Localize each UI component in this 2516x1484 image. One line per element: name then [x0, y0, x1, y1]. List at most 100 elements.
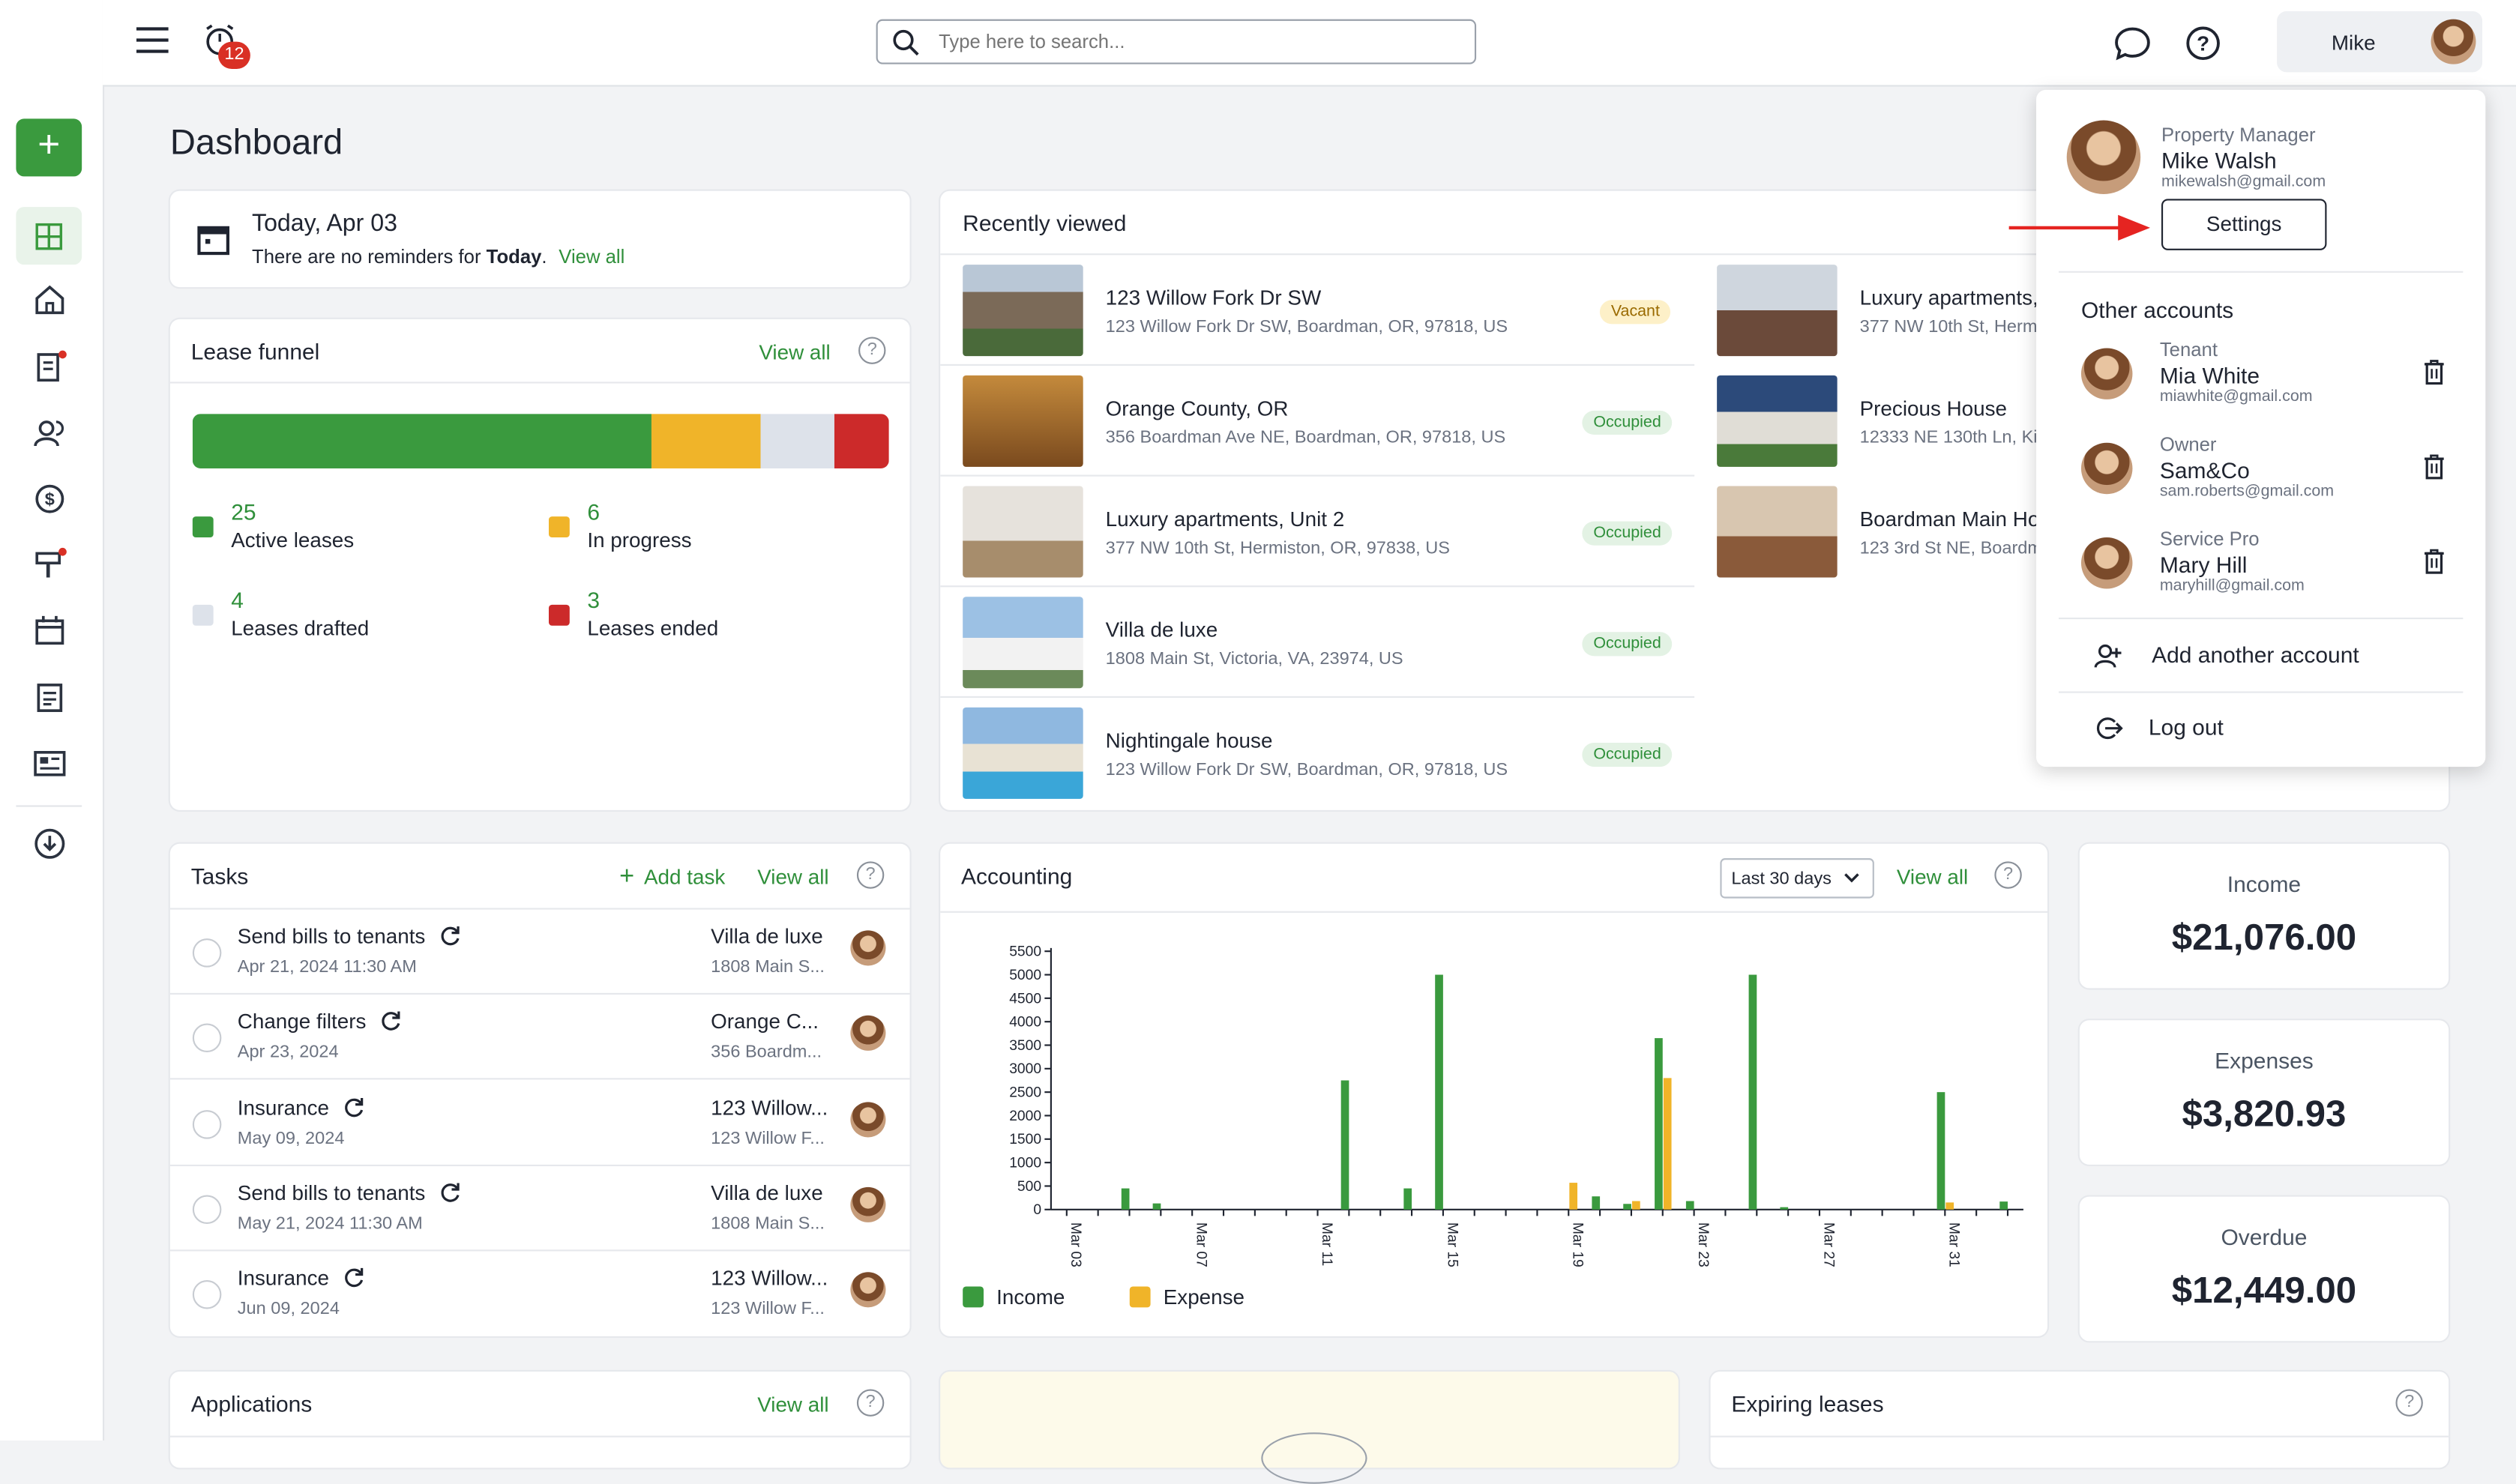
- status-badge: Occupied: [1582, 632, 1673, 657]
- settings-button[interactable]: Settings: [2161, 199, 2327, 250]
- task-name-text: Send bills to tenants: [237, 1180, 426, 1205]
- task-address: 123 Willow F...: [711, 1128, 825, 1148]
- user-menu-button[interactable]: Mike: [2277, 10, 2483, 73]
- property-thumbnail: [963, 486, 1083, 578]
- task-address: 1808 Main S...: [711, 1213, 825, 1234]
- task-address: 1808 Main S...: [711, 957, 825, 977]
- funnel-stat-swatch: [548, 604, 570, 626]
- card-divider: [169, 908, 910, 910]
- recent-property-row[interactable]: Luxury apartments, 377 NW 10th St, Herm: [1694, 255, 2449, 366]
- leases-icon[interactable]: [32, 350, 67, 385]
- recent-property-row[interactable]: Orange County, OR 356 Boardman Ave NE, Bo…: [940, 366, 1695, 477]
- add-account-item[interactable]: Add another account: [2059, 622, 2463, 690]
- recent-property-row[interactable]: Precious House 12333 NE 130th Ln, Ki: [1694, 366, 2449, 477]
- other-account-row[interactable]: Owner Sam&Co sam.roberts@gmail.com: [2059, 433, 2463, 523]
- search-box[interactable]: [876, 19, 1477, 64]
- recent-property-row[interactable]: 123 Willow Fork Dr SW 123 Willow Fork Dr …: [940, 255, 1695, 366]
- account-menu: Property Manager Mike Walsh mikewalsh@gm…: [2036, 89, 2486, 767]
- task-checkbox[interactable]: [192, 1195, 222, 1224]
- help-icon[interactable]: ?: [1994, 861, 2022, 889]
- row-divider: [940, 585, 1695, 588]
- expense-bar: [1945, 1202, 1954, 1210]
- sidebar: + $: [0, 0, 105, 1441]
- task-row[interactable]: Send bills to tenants May 21, 2024 11:30 …: [169, 1166, 910, 1252]
- applications-card: Applications View all ?: [169, 1371, 910, 1468]
- overdue-label: Overdue: [2221, 1224, 2308, 1250]
- tasks-card: Tasks + Add task View all ? Send bills to…: [169, 843, 910, 1336]
- task-checkbox[interactable]: [192, 1280, 222, 1309]
- help-icon[interactable]: ?: [2184, 24, 2222, 62]
- status-badge: Occupied: [1582, 742, 1673, 767]
- recurring-icon: [342, 1266, 366, 1295]
- lease-funnel-view-all-link[interactable]: View all: [759, 340, 831, 364]
- other-account-row[interactable]: Tenant Mia White miawhite@gmail.com: [2059, 339, 2463, 429]
- home-icon[interactable]: [32, 283, 67, 318]
- accounting-view-all-link[interactable]: View all: [1896, 864, 1969, 889]
- account-avatar: [2080, 442, 2133, 495]
- help-icon[interactable]: ?: [2395, 1389, 2423, 1417]
- trash-icon[interactable]: [2423, 359, 2446, 393]
- maintenance-icon[interactable]: [32, 547, 67, 582]
- y-tick-label: 1500: [1009, 1132, 1041, 1147]
- reminder-view-all-link[interactable]: View all: [559, 245, 625, 268]
- trash-icon[interactable]: [2423, 549, 2446, 582]
- assignee-avatar: [850, 1101, 886, 1137]
- task-name: Change filters: [238, 1010, 403, 1039]
- logout-item[interactable]: Log out: [2059, 696, 2463, 761]
- task-checkbox[interactable]: [192, 1024, 222, 1053]
- plus-icon: +: [619, 863, 635, 890]
- property-address: 356 Boardman Ave NE, Boardman, OR, 97818…: [1105, 428, 1506, 448]
- task-row[interactable]: Send bills to tenants Apr 21, 2024 11:30 …: [169, 910, 910, 995]
- cloud-download-icon[interactable]: [32, 826, 67, 861]
- task-checkbox[interactable]: [192, 938, 222, 968]
- status-badge: Occupied: [1582, 410, 1673, 435]
- task-row[interactable]: Change filters Apr 23, 2024 Orange C... 356…: [169, 995, 910, 1081]
- expenses-summary-card[interactable]: Expenses $3,820.93: [2079, 1020, 2449, 1165]
- help-icon[interactable]: ?: [858, 337, 886, 364]
- recent-property-row[interactable]: Luxury apartments, Unit 2 377 NW 10th St,…: [940, 477, 1695, 588]
- applications-view-all-link[interactable]: View all: [757, 1392, 829, 1417]
- income-summary-card[interactable]: Income $21,076.00: [2079, 843, 2449, 989]
- add-task-button[interactable]: + Add task: [619, 863, 725, 892]
- property-address: 123 Willow Fork Dr SW, Boardman, OR, 978…: [1105, 317, 1508, 337]
- trash-icon[interactable]: [2423, 454, 2446, 488]
- documents-icon[interactable]: [32, 680, 67, 715]
- income-bar: [1780, 1207, 1789, 1210]
- recently-viewed-card: Recently viewed 123 Willow Fork Dr SW 123…: [940, 190, 2449, 810]
- help-icon[interactable]: ?: [856, 861, 885, 889]
- chat-icon[interactable]: [2113, 24, 2152, 62]
- property-address: 1808 Main St, Victoria, VA, 23974, US: [1105, 649, 1403, 669]
- reports-icon[interactable]: [32, 746, 67, 781]
- recurring-icon: [342, 1095, 366, 1124]
- recent-property-row[interactable]: Villa de luxe 1808 Main St, Victoria, VA,…: [940, 587, 1695, 699]
- task-checkbox[interactable]: [192, 1109, 222, 1138]
- overdue-summary-card[interactable]: Overdue $12,449.00: [2079, 1196, 2449, 1342]
- task-row[interactable]: Insurance May 09, 2024 123 Willow... 123 Wi…: [169, 1081, 910, 1166]
- funnel-segment: [834, 414, 889, 468]
- date-range-select[interactable]: Last 30 days: [1720, 858, 1874, 899]
- account-role: Owner: [2159, 432, 2217, 456]
- x-tick-label: Mar 31: [1946, 1222, 1962, 1267]
- payments-icon[interactable]: $: [32, 481, 67, 516]
- account-email: miawhite@gmail.com: [2159, 387, 2313, 406]
- create-new-button[interactable]: +: [16, 118, 82, 177]
- x-tick-label: Mar 27: [1820, 1222, 1836, 1267]
- tasks-view-all-link[interactable]: View all: [757, 864, 829, 889]
- search-input[interactable]: [935, 25, 1456, 58]
- help-icon[interactable]: ?: [856, 1389, 885, 1417]
- alarm-button[interactable]: 12: [202, 22, 253, 70]
- y-tick-label: 500: [1017, 1179, 1041, 1195]
- accounting-chart: 0 500 1000 1500 2000 2500 3000 3500 4000 4500 5000…: [1009, 944, 2023, 1267]
- lease-funnel-card: Lease funnel View all ? 25 Active leases 6…: [169, 319, 910, 810]
- property-name: Luxury apartments, Unit 2: [1105, 507, 1345, 531]
- menu-icon[interactable]: [136, 25, 169, 55]
- applications-title: Applications: [190, 1390, 313, 1417]
- people-icon[interactable]: [32, 415, 67, 450]
- sidebar-item-dashboard[interactable]: [16, 207, 82, 265]
- funnel-stat-count: 6: [587, 498, 601, 525]
- recent-property-row[interactable]: Boardman Main Ho 123 3rd St NE, Boardm: [1694, 477, 2449, 588]
- calendar-icon[interactable]: [32, 613, 67, 648]
- recent-property-row[interactable]: Nightingale house 123 Willow Fork Dr SW, …: [940, 698, 1694, 809]
- other-account-row[interactable]: Service Pro Mary Hill maryhill@gmail.com: [2059, 528, 2463, 618]
- task-row[interactable]: Insurance Jun 09, 2024 123 Willow... 123 Wi…: [170, 1252, 910, 1336]
